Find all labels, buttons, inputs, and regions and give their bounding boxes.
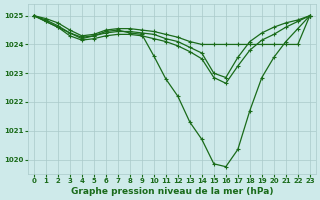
X-axis label: Graphe pression niveau de la mer (hPa): Graphe pression niveau de la mer (hPa) [71,187,273,196]
